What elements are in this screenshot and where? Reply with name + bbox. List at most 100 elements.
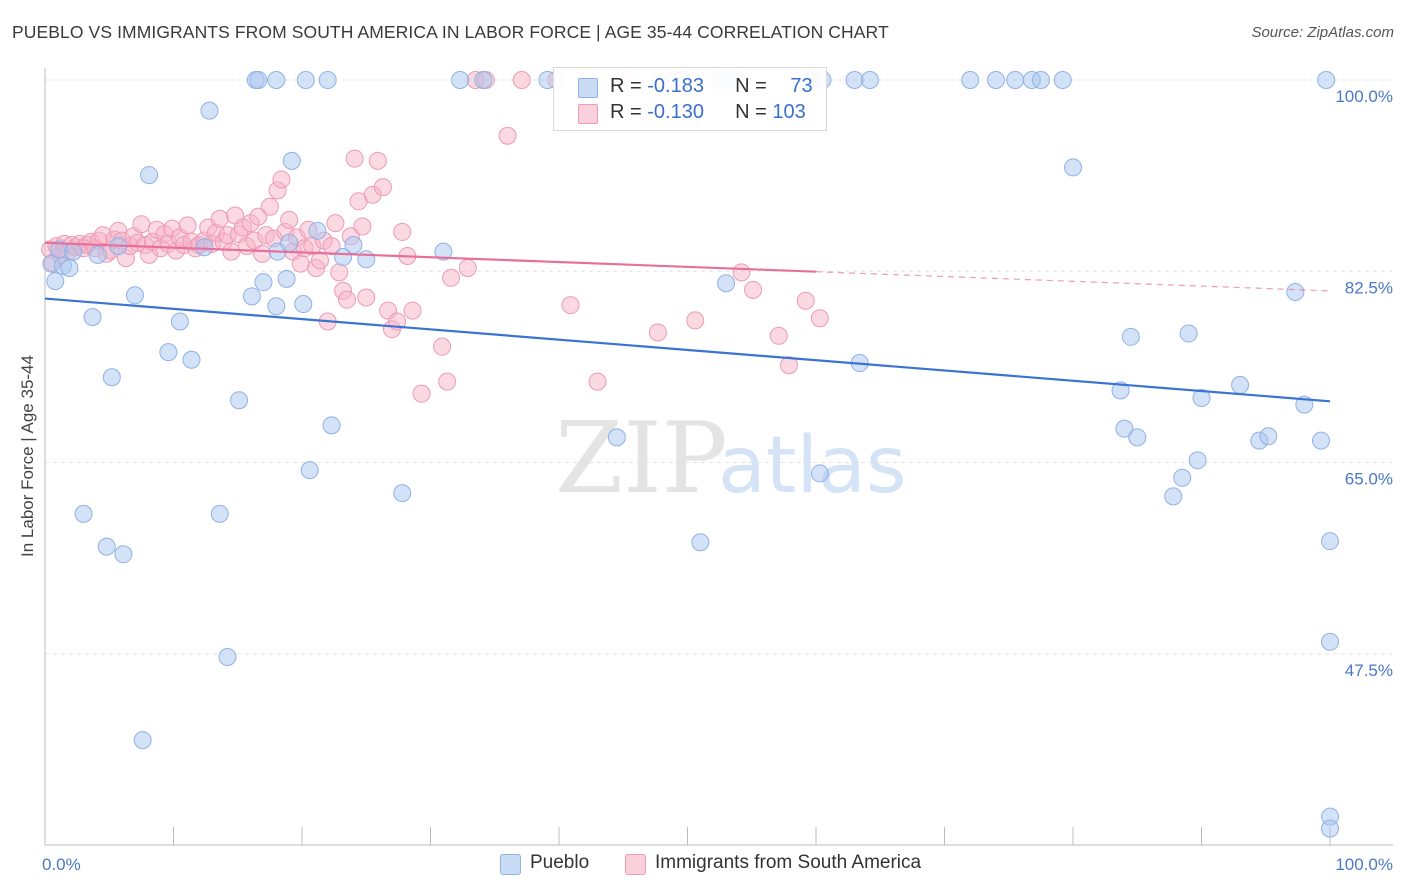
- data-point: [498, 126, 517, 145]
- y-tick-label: 47.5%: [1345, 661, 1393, 680]
- data-point: [1317, 71, 1336, 89]
- data-point: [242, 287, 261, 306]
- data-point: [200, 101, 219, 120]
- trend-line: [44, 241, 817, 273]
- data-point: [318, 71, 337, 89]
- data-point: [277, 269, 296, 288]
- data-point: [451, 71, 470, 89]
- legend-r-value: -0.130: [647, 101, 704, 123]
- trend-line-extension: [815, 271, 1331, 292]
- data-point: [434, 242, 453, 261]
- data-point: [294, 295, 313, 314]
- data-point: [412, 384, 431, 403]
- data-point: [357, 288, 376, 307]
- data-point: [296, 71, 315, 89]
- legend-r-label: R =: [610, 75, 648, 97]
- data-point: [1031, 71, 1050, 89]
- data-point: [253, 244, 272, 263]
- data-point: [393, 484, 412, 503]
- data-point: [267, 297, 286, 316]
- legend-swatch-immigrants: [625, 854, 646, 875]
- data-point: [210, 209, 229, 228]
- data-point: [114, 545, 133, 564]
- data-point: [588, 372, 607, 391]
- data-point: [97, 537, 116, 556]
- tick-labels: 47.5% 65.0% 82.5% 100.0% 0.0% 100.0%: [42, 87, 1393, 874]
- legend-swatch-pueblo: [500, 854, 521, 875]
- data-point: [961, 71, 980, 89]
- data-point: [1321, 632, 1339, 651]
- legend-n-value: 73: [790, 75, 813, 97]
- data-point: [1188, 451, 1207, 470]
- legend-n-value: 103: [772, 101, 806, 123]
- data-point: [1111, 381, 1130, 400]
- chart-title: PUEBLO VS IMMIGRANTS FROM SOUTH AMERICA …: [12, 22, 889, 42]
- data-point: [860, 71, 879, 89]
- points-immigrants: [41, 71, 829, 403]
- data-point: [373, 178, 392, 197]
- data-point: [345, 149, 364, 168]
- legend-label-pueblo: Pueblo: [530, 852, 590, 873]
- data-point: [810, 309, 829, 328]
- data-point: [1006, 71, 1025, 89]
- data-point: [46, 272, 65, 291]
- data-point: [474, 71, 493, 89]
- legend-label-immigrants: Immigrants from South America: [655, 852, 922, 873]
- data-point: [780, 356, 799, 375]
- data-point: [769, 326, 788, 345]
- data-point: [512, 71, 531, 89]
- data-point: [1321, 819, 1339, 838]
- data-point: [280, 210, 299, 229]
- data-point: [1231, 375, 1250, 394]
- data-point: [178, 216, 197, 235]
- data-point: [686, 311, 705, 330]
- data-point: [222, 242, 241, 261]
- data-point: [218, 648, 237, 667]
- data-point: [83, 308, 102, 327]
- axes: [44, 68, 1393, 846]
- legend-swatch-immigrants: [578, 104, 598, 124]
- data-point: [986, 71, 1005, 89]
- data-point: [249, 207, 268, 226]
- data-point: [159, 343, 178, 362]
- data-point: [393, 222, 412, 241]
- data-point: [322, 416, 341, 435]
- data-point: [1312, 431, 1331, 450]
- data-point: [403, 301, 422, 320]
- data-point: [195, 238, 214, 257]
- data-point: [442, 268, 461, 287]
- data-point: [561, 296, 580, 315]
- legend-n-label: N =: [735, 101, 773, 123]
- data-point: [260, 197, 279, 216]
- data-point: [353, 217, 372, 236]
- data-point: [337, 290, 356, 309]
- data-point: [796, 291, 815, 310]
- data-point: [182, 350, 201, 369]
- data-point: [170, 312, 189, 331]
- data-point: [132, 215, 151, 234]
- legend-swatch-pueblo: [578, 78, 598, 98]
- data-point: [282, 151, 301, 170]
- data-point: [254, 273, 273, 292]
- data-point: [1173, 468, 1192, 487]
- data-point: [344, 236, 363, 255]
- data-point: [1121, 327, 1140, 346]
- data-point: [433, 337, 452, 356]
- data-point: [744, 280, 763, 299]
- watermark-zip: ZIP: [555, 402, 728, 516]
- data-point: [732, 263, 751, 282]
- data-point: [1053, 71, 1072, 89]
- data-point: [438, 372, 457, 391]
- trend-line: [44, 297, 1331, 403]
- gridlines: [45, 79, 1392, 655]
- watermark: ZIP atlas: [555, 402, 907, 516]
- legend-r-value: -0.183: [647, 75, 704, 97]
- data-point: [648, 323, 667, 342]
- series-legend: Pueblo Immigrants from South America: [0, 852, 1406, 878]
- data-point: [308, 221, 327, 240]
- data-point: [1115, 419, 1134, 438]
- y-tick-label: 100.0%: [1335, 87, 1393, 106]
- data-point: [458, 258, 477, 277]
- data-point: [717, 274, 736, 293]
- y-tick-label: 65.0%: [1345, 470, 1393, 489]
